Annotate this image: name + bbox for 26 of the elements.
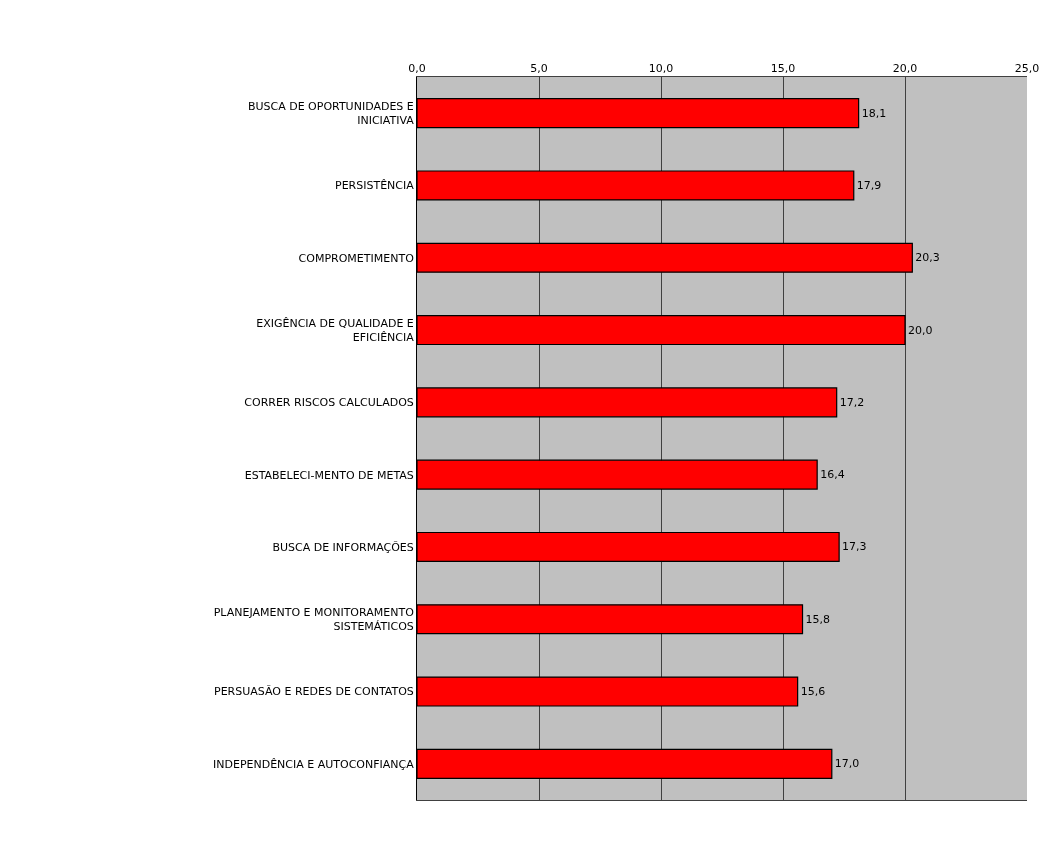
x-tick-label: 15,0 [770,61,796,75]
data-label: 17,2 [839,395,865,409]
y-tick-label: ESTABELECI-MENTO DE METAS [244,468,414,482]
data-label: 18,1 [861,106,887,120]
data-label: 20,0 [908,323,933,337]
y-tick-label: CORRER RISCOS CALCULADOS [244,396,414,410]
y-tick-label: PERSISTÊNCIA [335,179,415,193]
x-tick-label: 20,0 [892,61,918,75]
y-tick-label: BUSCA DE OPORTUNIDADES E INICIATIVA [247,99,415,128]
y-tick-label: PLANEJAMENTO E MONITORAMENTO SISTEMÁTICOS [213,605,415,634]
y-tick-label: BUSCA DE INFORMAÇÕES [272,540,414,554]
data-label: 17,9 [856,178,882,192]
y-tick-label: INDEPENDÊNCIA E AUTOCONFIANÇA [212,757,415,771]
x-tick-label: 0,0 [408,61,426,75]
data-label: 20,3 [915,251,940,265]
data-label: 15,8 [805,612,831,626]
y-tick-label: PERSUASÃO E REDES DE CONTATOS [214,685,414,699]
data-label: 17,0 [834,757,860,771]
y-tick-label: EXIGÊNCIA DE QUALIDADE E EFICIÊNCIA [256,316,415,345]
data-label: 15,6 [800,685,826,699]
data-label: 16,4 [820,468,845,482]
data-label: 17,3 [842,540,867,554]
x-tick-label: 10,0 [648,61,674,75]
y-tick-label: COMPROMETIMENTO [298,251,415,265]
x-tick-label: 25,0 [1014,61,1040,75]
x-tick-label: 5,0 [530,61,548,75]
